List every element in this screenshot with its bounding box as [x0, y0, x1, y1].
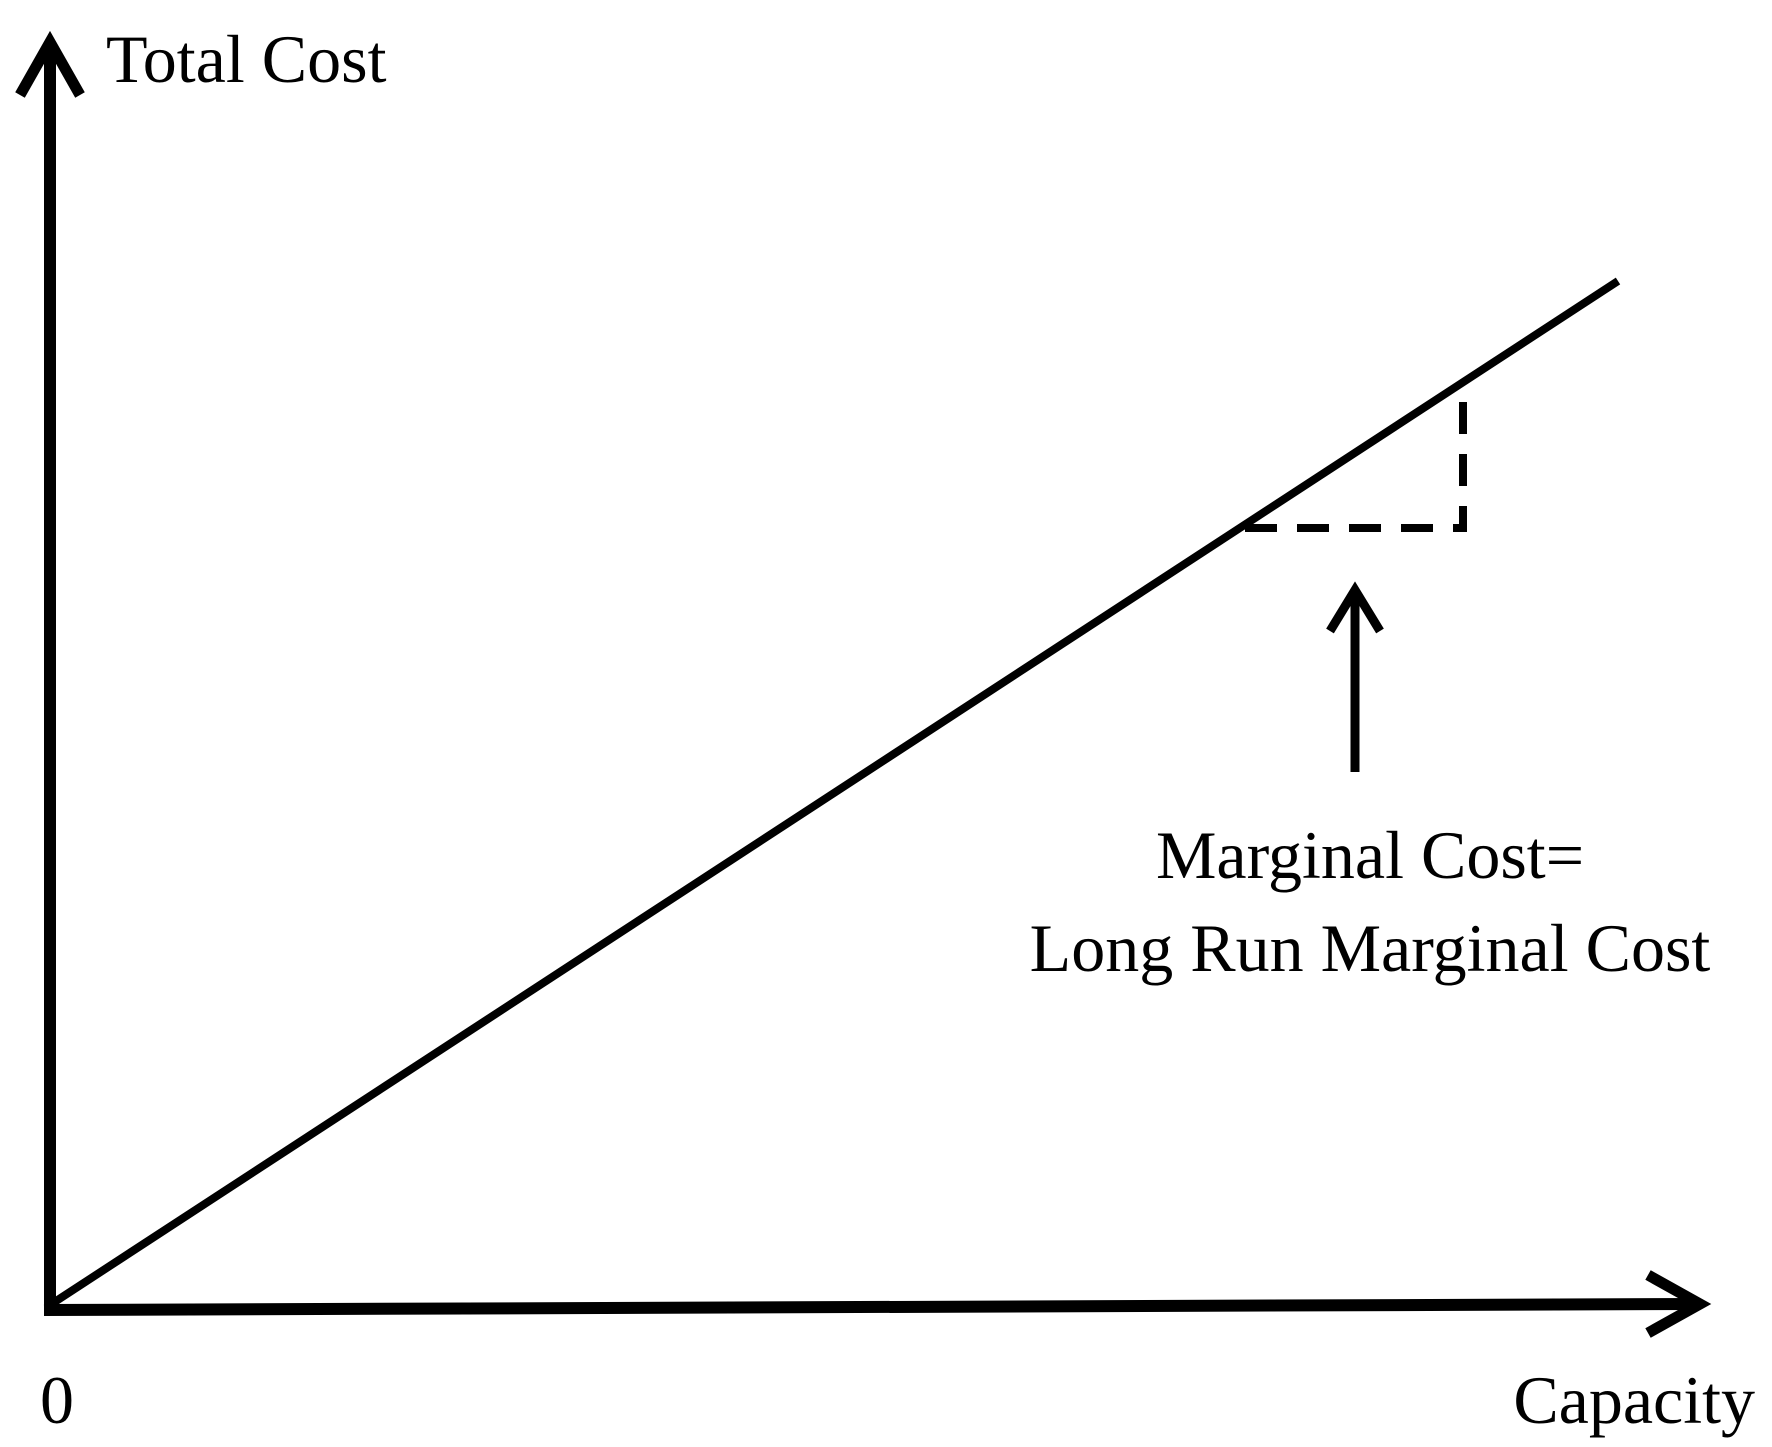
annotation-line-1: Marginal Cost=	[1156, 817, 1584, 893]
y-axis-arrowhead	[15, 30, 85, 98]
marginal-cost-triangle	[1245, 385, 1467, 532]
x-axis	[43, 1298, 1701, 1316]
total-cost-line	[47, 277, 1621, 1309]
x-axis-label: Capacity	[1513, 1362, 1755, 1438]
y-axis-label: Total Cost	[106, 21, 387, 97]
annotation-line-2: Long Run Marginal Cost	[1030, 910, 1711, 986]
origin-label: 0	[40, 1362, 74, 1438]
x-axis-arrowhead	[1645, 1270, 1712, 1338]
annotation-arrowhead	[1326, 581, 1384, 634]
